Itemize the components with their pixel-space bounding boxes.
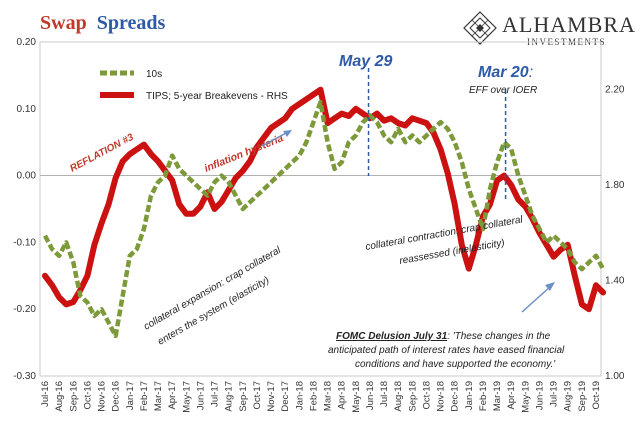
y-right-tick-label: 2.20 [605, 85, 625, 96]
plot-frame [39, 41, 602, 377]
arrow-inflation-hysteria [261, 130, 292, 147]
annotation-fomc-line2: anticipated path of interest rates have … [328, 345, 565, 356]
x-tick-label: Sep-16 [68, 381, 79, 412]
x-tick-label: May-19 [520, 381, 531, 413]
x-tick-label: Jun-17 [195, 381, 206, 410]
x-tick-label: Feb-18 [308, 381, 319, 411]
x-tick-label: Apr-18 [337, 381, 348, 410]
x-tick-label: Nov-18 [436, 381, 447, 412]
x-tick-label: May-18 [351, 381, 362, 413]
y-right-tick-label: 1.00 [605, 371, 625, 382]
x-tick-label: Dec-17 [280, 381, 291, 412]
x-tick-label: Oct-19 [591, 381, 602, 410]
x-tick-label: Jan-19 [464, 381, 475, 410]
x-tick-label: Jul-19 [549, 381, 560, 407]
x-tick-label: Aug-17 [224, 381, 235, 412]
x-tick-label: Jul-17 [210, 381, 221, 407]
x-tick-label: Mar-19 [492, 381, 503, 411]
x-axis: Jul-16 Aug-16 Sep-16 Oct-16 Nov-16 Dec-16 Jan-… [40, 381, 602, 413]
x-tick-label: Feb-19 [478, 381, 489, 411]
y-left-tick-label: -0.20 [13, 304, 36, 315]
x-tick-label: Mar-17 [153, 381, 164, 411]
x-tick-label: Sep-19 [577, 381, 588, 412]
x-tick-label: Oct-18 [421, 381, 432, 410]
x-tick-label: Sep-17 [238, 381, 249, 412]
y-right-tick-label: 1.40 [605, 276, 625, 287]
x-tick-label: Jun-19 [534, 381, 545, 410]
x-tick-label: Apr-19 [506, 381, 517, 410]
x-tick-label: May-17 [181, 381, 192, 413]
x-tick-label: Oct-16 [82, 381, 93, 410]
x-tick-label: Mar-18 [323, 381, 334, 411]
x-tick-label: Aug-18 [393, 381, 404, 412]
arrow-fomc [521, 282, 555, 313]
x-tick-label: Dec-16 [111, 381, 122, 412]
x-tick-label: Jul-16 [40, 381, 51, 407]
y-left-tick-label: 0.10 [17, 104, 37, 115]
x-tick-label: Feb-17 [139, 381, 150, 411]
series-line-10s [43, 99, 606, 339]
event-sublabel-eff-ioer: EFF over IOER [469, 85, 537, 96]
annotation-fomc-line1: FOMC Delusion July 31: 'These changes in… [336, 331, 551, 342]
series-line-tips-breakevens [42, 86, 607, 313]
legend-label-tips: TIPS; 5-year Breakevens - RHS [146, 91, 288, 102]
x-tick-label: Aug-19 [563, 381, 574, 412]
x-tick-label: Dec-18 [450, 381, 461, 412]
event-label-mar20: Mar 20: [478, 64, 533, 81]
x-tick-label: Aug-16 [54, 381, 65, 412]
x-tick-label: Apr-17 [167, 381, 178, 410]
chart-title-part2: Spreads [97, 12, 166, 34]
x-tick-label: Nov-17 [266, 381, 277, 412]
logo-name: ALHAMBRA [502, 12, 636, 37]
legend-label-10s: 10s [146, 69, 162, 80]
chart-title-part1: Swap [40, 12, 87, 34]
y-left-tick-label: 0.20 [17, 37, 37, 48]
annotation-fomc-bold: FOMC Delusion July 31 [336, 331, 448, 342]
x-tick-label: Jun-18 [365, 381, 376, 410]
chart-title: Swap Spreads [40, 12, 165, 34]
y-right-tick-label: 1.80 [605, 180, 625, 191]
event-label-may29: May 29 [339, 53, 392, 70]
annotation-reflation: REFLATION #3 [68, 132, 136, 175]
y-left-tick-label: 0.00 [17, 171, 37, 182]
annotation-fomc-line3: conditions and have supported the econom… [355, 359, 556, 370]
x-tick-label: Nov-16 [97, 381, 108, 412]
y-axis-right: 2.20 1.80 1.40 1.00 [605, 85, 625, 382]
legend: 10s TIPS; 5-year Breakevens - RHS [100, 69, 288, 102]
y-left-tick-label: -0.10 [13, 237, 36, 248]
y-axis-left: 0.20 0.10 0.00 -0.10 -0.20 -0.30 [13, 37, 36, 382]
x-tick-label: Sep-18 [407, 381, 418, 412]
x-tick-label: Jan-18 [294, 381, 305, 410]
x-tick-label: Jul-18 [379, 381, 390, 407]
x-tick-label: Oct-17 [252, 381, 263, 410]
y-left-tick-label: -0.30 [13, 371, 36, 382]
diamond-lattice-icon [463, 11, 497, 45]
x-tick-label: Jan-17 [125, 381, 136, 410]
